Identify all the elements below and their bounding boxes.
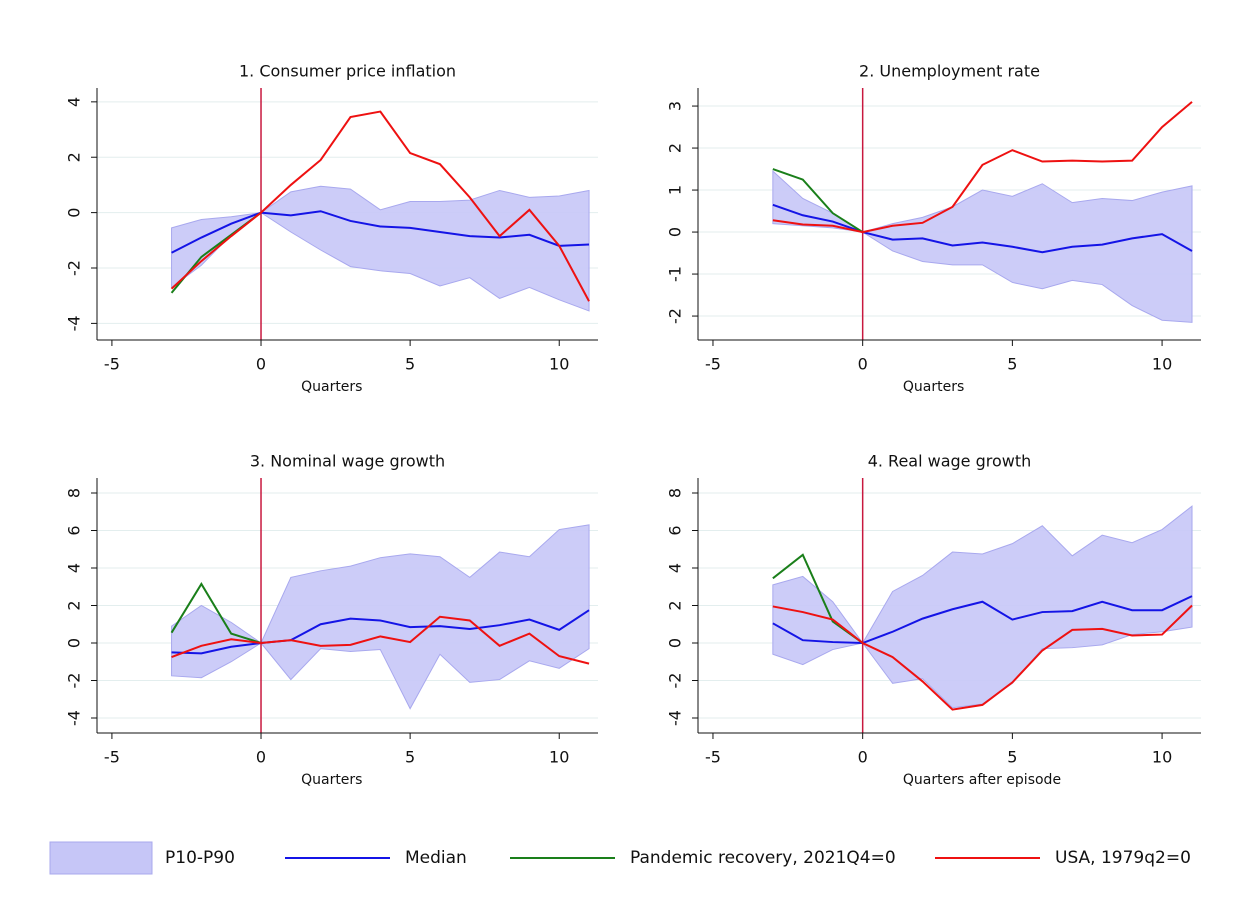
series-line: [171, 210, 590, 254]
y-tick-label: -4: [65, 315, 84, 331]
legend-label: USA, 1979q2=0: [1055, 848, 1191, 868]
y-tick-label: -4: [666, 710, 685, 726]
x-tick-label: -5: [705, 748, 721, 767]
x-tick-label: 10: [1152, 355, 1172, 374]
x-tick-label: 0: [256, 355, 266, 374]
y-tick-label: 6: [666, 525, 685, 535]
band: [772, 170, 1193, 323]
y-tick-label: 0: [65, 638, 84, 648]
y-tick-label: -4: [65, 710, 84, 726]
y-tick-label: 3: [666, 101, 685, 111]
panel: 4. Real wage growth Quarters after episod…: [666, 452, 1201, 788]
y-tick-label: -2: [666, 308, 685, 324]
x-tick-label: 5: [1007, 748, 1017, 767]
band: [171, 524, 590, 710]
legend-label: Pandemic recovery, 2021Q4=0: [630, 848, 896, 868]
x-tick-label: -5: [104, 355, 120, 374]
y-tick-label: 2: [65, 152, 84, 162]
series-line: [772, 168, 864, 233]
panel: 3. Nominal wage growth Quarters -4 -2 0 2 4 6 8 -…: [65, 452, 598, 788]
x-tick-label: 10: [1152, 748, 1172, 767]
panel-title: 2. Unemployment rate: [859, 62, 1040, 81]
y-tick-label: 8: [666, 488, 685, 498]
y-tick-label: -2: [65, 260, 84, 276]
y-tick-label: 2: [666, 600, 685, 610]
panel-title: 1. Consumer price inflation: [239, 62, 456, 81]
panel-title: 3. Nominal wage growth: [250, 452, 445, 471]
x-tick-label: 5: [405, 748, 415, 767]
x-tick-label: 0: [256, 748, 266, 767]
y-tick-label: 2: [65, 600, 84, 610]
y-tick-label: -1: [666, 266, 685, 282]
x-axis-label: Quarters: [903, 379, 964, 395]
y-tick-label: 0: [666, 227, 685, 237]
y-tick-label: 4: [65, 563, 84, 573]
series-line: [772, 203, 1193, 254]
y-tick-label: 8: [65, 488, 84, 498]
x-tick-label: 10: [549, 748, 569, 767]
y-tick-label: 0: [666, 638, 685, 648]
x-tick-label: 5: [405, 355, 415, 374]
legend-swatch: [49, 841, 153, 875]
series-line: [772, 595, 1193, 645]
legend-label: P10-P90: [165, 848, 235, 868]
panel: 1. Consumer price inflation Quarters -4 -2 0…: [65, 62, 598, 395]
y-tick-label: 0: [65, 208, 84, 218]
x-axis-label: Quarters: [301, 379, 362, 395]
panel-title: 4. Real wage growth: [868, 452, 1032, 471]
y-tick-label: -2: [65, 673, 84, 689]
series-line: [171, 609, 590, 655]
y-tick-label: 2: [666, 143, 685, 153]
x-axis-label: Quarters after episode: [903, 772, 1061, 788]
y-tick-label: 4: [666, 563, 685, 573]
x-tick-label: -5: [104, 748, 120, 767]
y-tick-label: 6: [65, 525, 84, 535]
band: [772, 505, 1193, 709]
series-line: [171, 615, 590, 665]
y-tick-label: 4: [65, 97, 84, 107]
legend-label: Median: [405, 848, 467, 868]
x-tick-label: 10: [549, 355, 569, 374]
x-tick-label: 0: [858, 748, 868, 767]
series-line: [170, 110, 590, 302]
series-line: [772, 604, 1193, 711]
x-axis-label: Quarters: [301, 772, 362, 788]
y-tick-label: -2: [666, 673, 685, 689]
series-line: [170, 582, 262, 644]
legend: P10-P90 Median Pandemic recovery, 2021Q4=0…: [49, 841, 1191, 875]
series-line: [772, 101, 1193, 234]
x-tick-label: 0: [858, 355, 868, 374]
x-tick-label: -5: [705, 355, 721, 374]
y-tick-label: 1: [666, 185, 685, 195]
band: [171, 185, 590, 312]
panel: 2. Unemployment rate Quarters -2 -1 0 1 2 3 -5 0 5…: [666, 62, 1201, 395]
x-tick-label: 5: [1007, 355, 1017, 374]
